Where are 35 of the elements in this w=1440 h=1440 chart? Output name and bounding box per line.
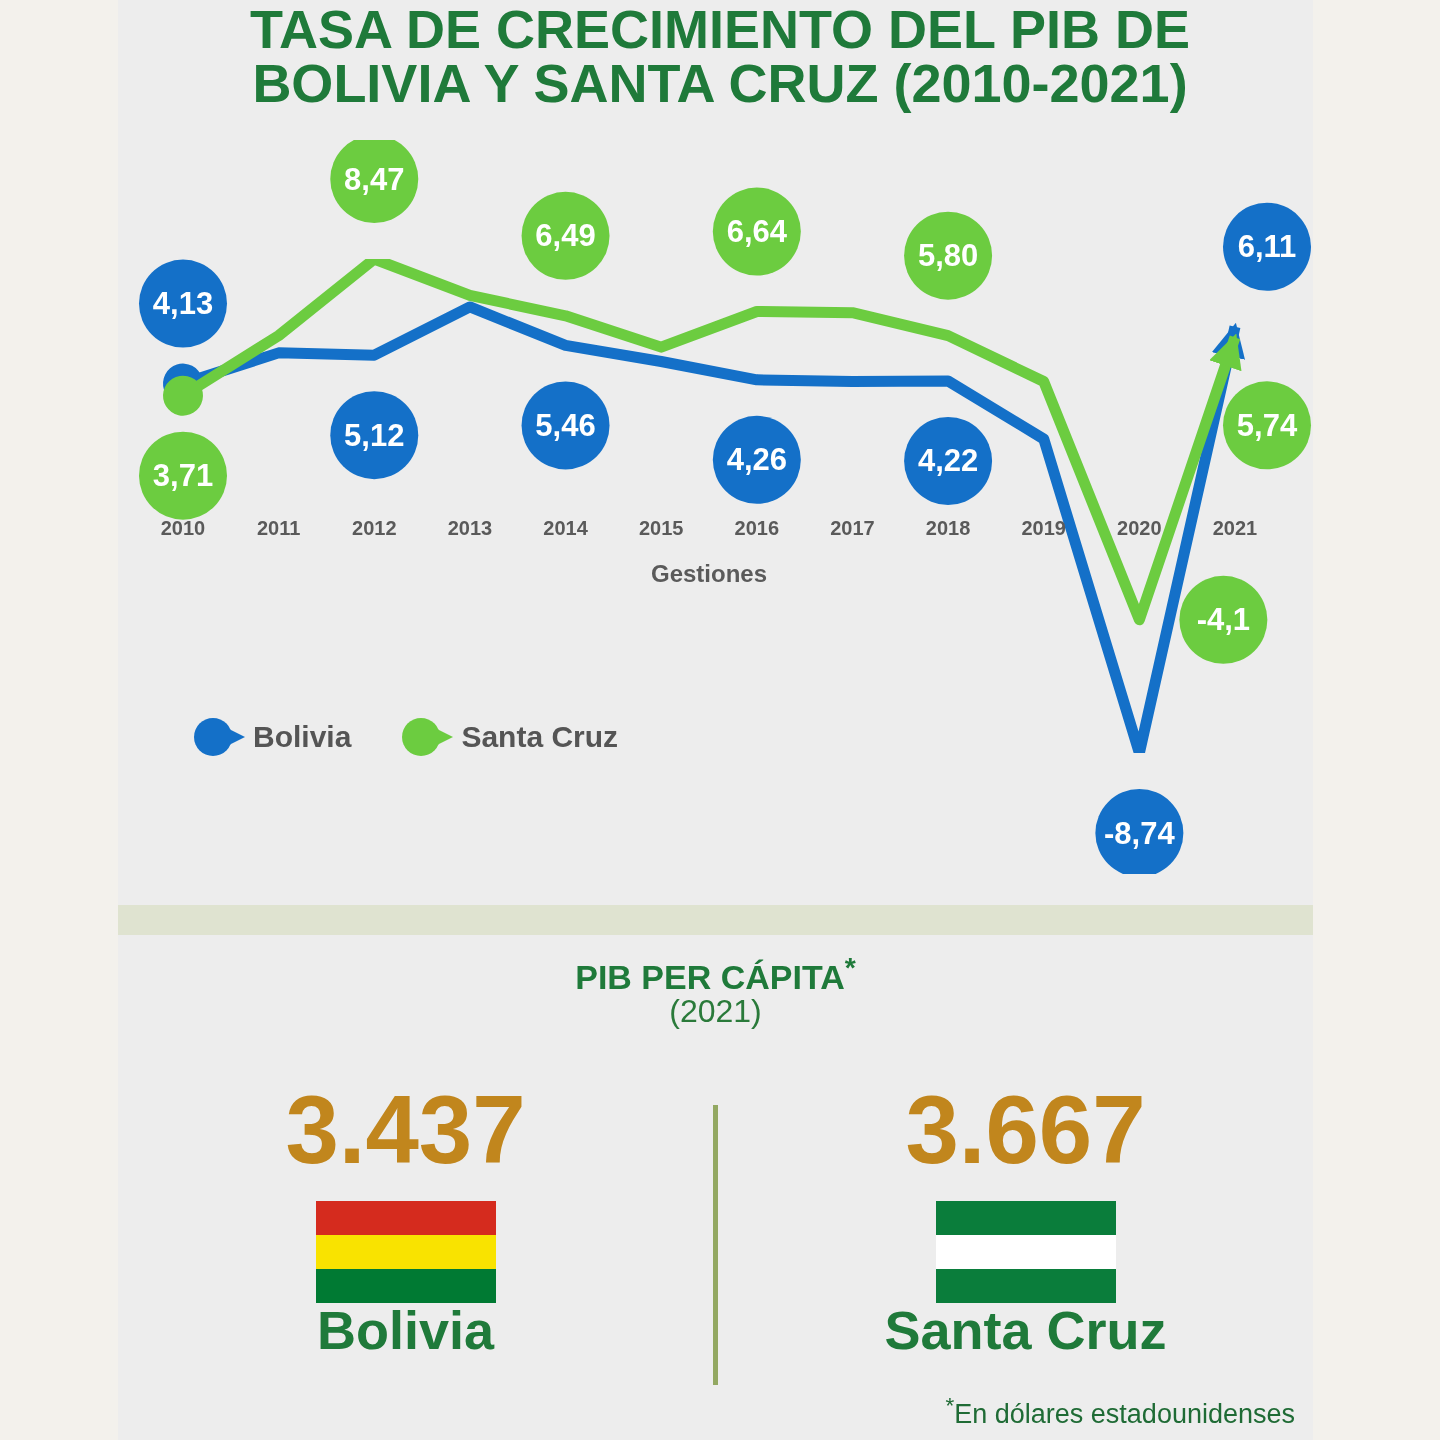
legend-label: Bolivia — [253, 720, 352, 754]
x-tick-label: 2014 — [543, 517, 589, 540]
data-label: 5,74 — [1236, 407, 1298, 443]
data-label: 6,49 — [535, 218, 596, 254]
x-tick-label: 2013 — [447, 517, 493, 540]
data-label: -4,1 — [1196, 602, 1251, 638]
x-tick-label: 2018 — [925, 517, 971, 540]
data-label: 4,22 — [917, 443, 979, 479]
data-label: 3,71 — [152, 458, 214, 494]
data-label: -8,74 — [1104, 815, 1176, 851]
data-label: 4,26 — [726, 442, 787, 478]
x-tick-label: 2011 — [256, 517, 301, 540]
data-label: 4,13 — [152, 286, 214, 322]
data-label: 6,11 — [1237, 229, 1297, 265]
legend-label: Santa Cruz — [461, 720, 619, 754]
data-label: 5,12 — [344, 417, 405, 453]
x-tick-label: 2012 — [352, 517, 397, 540]
chart-title: TASA DE CRECIMIENTO DEL PIB DE BOLIVIA Y SANTA CRUZ (2010-2021) — [248, 0, 1192, 113]
category-label: Bolivia — [315, 1299, 496, 1361]
x-tick-label: 2015 — [638, 517, 684, 540]
category-label: Santa Cruz — [883, 1299, 1168, 1361]
data-label: 5,80 — [917, 238, 979, 274]
text: $^{*}$En dólares estadounidenses — [945, 1393, 1295, 1430]
x-tick-label: 2010 — [160, 517, 206, 540]
text: 3.437 — [285, 1076, 526, 1183]
x-tick-label: 2019 — [1021, 517, 1066, 540]
data-label: 8,47 — [344, 161, 405, 197]
x-tick-label: 2021 — [1212, 517, 1258, 540]
data-label: 6,64 — [726, 214, 788, 250]
x-axis-title: Gestiones — [649, 560, 768, 589]
data-label: 5,46 — [535, 407, 596, 443]
x-tick-label: 2020 — [1117, 517, 1162, 540]
text: 3.667 — [905, 1076, 1146, 1183]
x-tick-label: 2016 — [734, 517, 780, 540]
x-tick-label: 2017 — [830, 517, 875, 540]
